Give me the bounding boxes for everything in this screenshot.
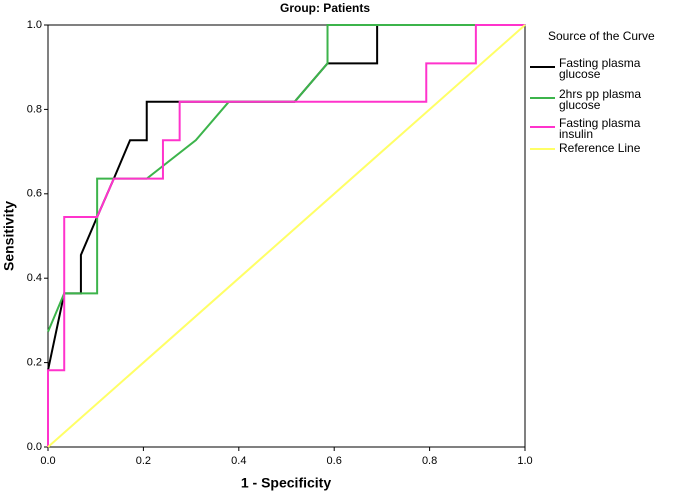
y-tick-label: 0.0	[27, 441, 42, 453]
y-tick-label: 1.0	[27, 19, 42, 31]
legend-label: 2hrs pp plasma glucose	[559, 87, 642, 112]
legend-label: Fasting plasma insulin	[559, 116, 641, 141]
x-axis-label: 1 - Specificity	[241, 475, 331, 491]
x-tick-label: 0.8	[422, 455, 437, 467]
y-axis-label: Sensitivity	[1, 201, 17, 271]
x-tick-label: 0.4	[231, 455, 246, 467]
plot-frame	[47, 24, 526, 448]
x-tick-label: 0.2	[136, 455, 151, 467]
legend-title: Source of the Curve	[548, 29, 655, 43]
y-tick-label: 0.6	[27, 188, 42, 200]
y-tick-label: 0.8	[27, 103, 42, 115]
y-tick-label: 0.4	[27, 272, 42, 284]
x-tick-label: 0.0	[40, 455, 55, 467]
legend-label: Reference Line	[559, 141, 641, 155]
curve	[47, 24, 525, 333]
y-tick-label: 0.2	[27, 357, 42, 369]
chart-title: Group: Patients	[280, 1, 370, 15]
legend-label: Fasting plasma glucose	[559, 56, 641, 81]
x-tick-label: 0.6	[327, 455, 342, 467]
curve	[47, 24, 525, 447]
curve	[47, 24, 526, 448]
x-tick-label: 1.0	[517, 455, 532, 467]
